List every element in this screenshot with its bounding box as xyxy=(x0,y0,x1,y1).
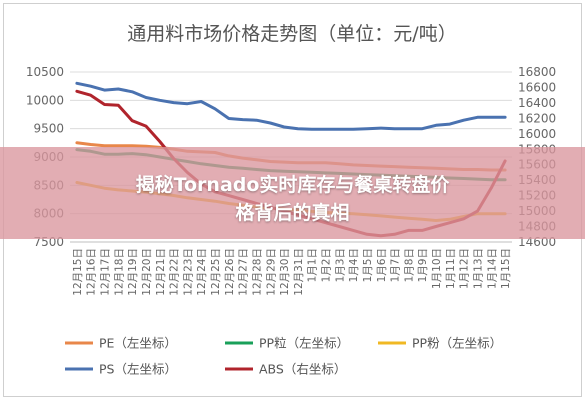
chart-title: 通用料市场价格走势图（单位：元/吨） xyxy=(127,23,456,45)
legend: PE（左坐标） PP粒（左坐标） PP粉（左坐标） PS（左坐标） ABS（右坐标） xyxy=(65,336,502,377)
legend-label: PE（左坐标） xyxy=(99,336,177,351)
headline-title: 揭秘Tornado实时库存与餐桌转盘价 格背后的真相 xyxy=(0,171,585,227)
series-line-PS xyxy=(75,81,507,131)
left-tick-label: 9500 xyxy=(33,122,64,136)
x-tick-label: 1月1日 xyxy=(307,248,319,282)
headline-line-1: 揭秘Tornado实时库存与餐桌转盘价 xyxy=(135,174,450,196)
x-tick-label: 12月30日 xyxy=(279,248,291,296)
x-tick-label: 1月15日 xyxy=(500,248,512,289)
x-axis-ticks: 12月15日 12月16日 12月17日 12月18日 12月19日 12月20日 12月2… xyxy=(72,248,512,296)
x-tick-label: 12月31日 xyxy=(293,248,305,296)
x-tick-label: 12月22日 xyxy=(169,248,181,296)
legend-label: PP粉（左坐标） xyxy=(412,336,502,351)
x-tick-label: 12月18日 xyxy=(113,248,125,296)
x-tick-label: 12月19日 xyxy=(127,248,139,296)
x-tick-label: 1月11日 xyxy=(445,248,457,289)
headline-banner: 揭秘Tornado实时库存与餐桌转盘价 格背后的真相 xyxy=(0,147,585,239)
right-tick-label: 16800 xyxy=(518,65,556,79)
x-tick-label: 12月25日 xyxy=(210,248,222,296)
x-tick-label: 1月6日 xyxy=(376,248,388,282)
x-tick-label: 1月7日 xyxy=(390,248,402,282)
right-tick-label: 16600 xyxy=(518,80,556,94)
x-tick-label: 1月13日 xyxy=(472,248,484,289)
x-tick-label: 12月20日 xyxy=(141,248,153,296)
right-tick-label: 16000 xyxy=(518,127,556,141)
left-tick-label: 10000 xyxy=(26,93,64,107)
x-tick-label: 1月4日 xyxy=(348,248,360,282)
x-tick-label: 12月16日 xyxy=(86,248,98,296)
x-tick-label: 12月29日 xyxy=(265,248,277,296)
x-tick-label: 12月17日 xyxy=(100,248,112,296)
x-tick-label: 12月15日 xyxy=(72,248,84,296)
x-tick-label: 1月5日 xyxy=(362,248,374,282)
x-tick-label: 12月26日 xyxy=(224,248,236,296)
headline-line-2: 格背后的真相 xyxy=(235,202,350,224)
x-tick-label: 1月12日 xyxy=(459,248,471,289)
legend-label: PP粒（左坐标） xyxy=(259,336,349,351)
x-tick-label: 1月9日 xyxy=(417,248,429,282)
x-tick-label: 12月28日 xyxy=(251,248,263,296)
x-tick-label: 12月23日 xyxy=(182,248,194,296)
legend-label: PS（左坐标） xyxy=(99,362,177,377)
legend-label: ABS（右坐标） xyxy=(259,362,346,377)
x-tick-label: 1月3日 xyxy=(334,248,346,282)
x-tick-label: 12月24日 xyxy=(196,248,208,296)
x-tick-label: 1月2日 xyxy=(321,248,333,282)
left-tick-label: 10500 xyxy=(26,65,64,79)
right-tick-label: 16400 xyxy=(518,96,556,110)
x-tick-label: 1月14日 xyxy=(486,248,498,289)
right-tick-label: 16200 xyxy=(518,111,556,125)
x-tick-label: 1月10日 xyxy=(431,248,443,289)
x-tick-label: 12月21日 xyxy=(155,248,167,296)
x-tick-label: 12月27日 xyxy=(238,248,250,296)
x-tick-label: 1月8日 xyxy=(403,248,415,282)
